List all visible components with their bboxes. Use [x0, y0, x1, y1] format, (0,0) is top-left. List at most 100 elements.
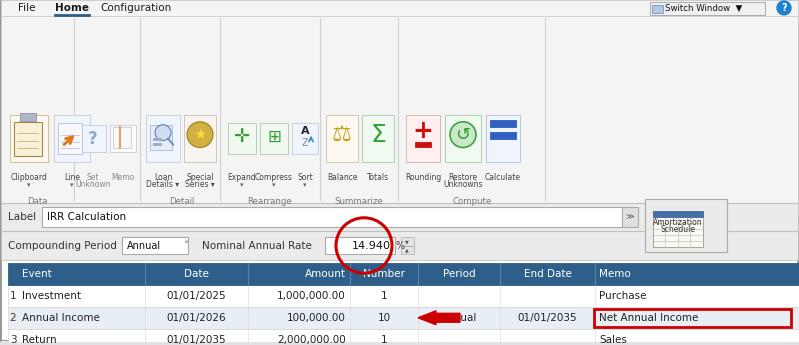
Text: Memo: Memo: [599, 269, 630, 279]
Bar: [184, 115, 216, 162]
Bar: [260, 123, 288, 155]
Text: %: %: [396, 240, 405, 250]
Bar: [653, 211, 703, 247]
Bar: [594, 309, 791, 327]
Text: Balance: Balance: [327, 173, 357, 182]
Text: Memo: Memo: [111, 173, 134, 182]
Text: Nominal Annual Rate: Nominal Annual Rate: [202, 240, 312, 250]
Text: Investment: Investment: [22, 291, 81, 301]
Text: Σ: Σ: [370, 122, 386, 147]
Text: Z: Z: [302, 138, 308, 148]
Bar: [406, 115, 440, 162]
Text: Label: Label: [8, 212, 36, 222]
Text: Expand: Expand: [228, 173, 256, 182]
Circle shape: [450, 122, 476, 148]
Text: Clipboard: Clipboard: [10, 173, 47, 182]
Text: Compounding Period: Compounding Period: [8, 240, 117, 250]
Bar: [10, 115, 48, 162]
Text: Restore: Restore: [448, 173, 478, 182]
Bar: [622, 207, 638, 227]
Bar: [8, 263, 799, 285]
Circle shape: [155, 125, 171, 140]
Text: Loan: Loan: [154, 173, 173, 182]
Text: End Date: End Date: [523, 269, 571, 279]
Text: 1: 1: [10, 291, 16, 301]
Text: ⊞: ⊞: [267, 128, 281, 146]
Text: 1: 1: [380, 335, 388, 345]
Text: File: File: [18, 3, 35, 13]
Text: 3: 3: [10, 335, 16, 345]
Bar: [362, 115, 394, 162]
Text: Compress: Compress: [255, 173, 293, 182]
Bar: [415, 141, 431, 147]
Bar: [650, 2, 765, 15]
Bar: [653, 211, 703, 217]
Bar: [1, 231, 798, 260]
Text: 01/01/2035: 01/01/2035: [518, 313, 578, 323]
Text: 2: 2: [10, 313, 16, 323]
Text: Net Annual Income: Net Annual Income: [599, 313, 698, 323]
Bar: [445, 115, 481, 162]
Bar: [228, 123, 256, 155]
Text: ▾: ▾: [272, 182, 276, 188]
Bar: [325, 237, 395, 254]
Text: ˅: ˅: [183, 240, 188, 250]
Text: Series ▾: Series ▾: [185, 180, 215, 189]
Text: Period: Period: [443, 269, 475, 279]
Text: Compute: Compute: [452, 197, 491, 206]
Text: ≫: ≫: [626, 212, 634, 221]
Text: Event: Event: [22, 269, 52, 279]
Text: ▾: ▾: [240, 182, 244, 188]
Bar: [401, 237, 414, 246]
Text: Unknown: Unknown: [75, 180, 111, 189]
Bar: [146, 115, 180, 162]
Text: +: +: [412, 119, 433, 143]
Text: ✛: ✛: [234, 127, 250, 146]
Bar: [326, 115, 358, 162]
Text: 1,000,000.00: 1,000,000.00: [277, 291, 346, 301]
Bar: [1, 341, 798, 345]
Text: ⚖: ⚖: [332, 125, 352, 145]
Text: 1: 1: [380, 291, 388, 301]
Bar: [153, 138, 161, 140]
Bar: [54, 115, 90, 162]
Bar: [122, 237, 188, 254]
Text: Rounding: Rounding: [405, 173, 441, 182]
Bar: [113, 127, 131, 148]
Text: Amount: Amount: [305, 269, 346, 279]
Text: 14.940: 14.940: [352, 240, 391, 250]
Text: Sort: Sort: [297, 173, 313, 182]
Text: Amortization: Amortization: [654, 218, 703, 227]
Text: Calculate: Calculate: [485, 173, 521, 182]
Text: Data: Data: [26, 197, 47, 206]
Bar: [58, 123, 82, 155]
Bar: [153, 142, 161, 145]
Text: ▼: ▼: [405, 239, 409, 244]
Text: 10: 10: [377, 313, 391, 323]
Text: Summarize: Summarize: [335, 197, 384, 206]
Text: Unknowns: Unknowns: [443, 180, 483, 189]
Text: Return: Return: [22, 335, 57, 345]
Bar: [486, 115, 520, 162]
Text: Number: Number: [363, 269, 405, 279]
Text: 100,000.00: 100,000.00: [287, 313, 346, 323]
Text: Schedule: Schedule: [661, 225, 695, 234]
Text: ▾: ▾: [27, 182, 30, 188]
Text: Rearrange: Rearrange: [248, 197, 292, 206]
Text: Annual: Annual: [127, 240, 161, 250]
Bar: [652, 5, 663, 13]
Text: Set: Set: [87, 173, 99, 182]
Bar: [1, 16, 798, 212]
Text: Totals: Totals: [367, 173, 389, 182]
Bar: [490, 120, 516, 127]
Bar: [80, 125, 106, 152]
Text: ★: ★: [193, 127, 207, 142]
Bar: [42, 207, 622, 227]
Text: Detail: Detail: [169, 197, 195, 206]
Bar: [8, 307, 799, 329]
Text: Line: Line: [64, 173, 80, 182]
Bar: [150, 125, 172, 150]
Text: A: A: [300, 126, 309, 136]
Bar: [20, 113, 36, 121]
Bar: [1, 203, 798, 231]
